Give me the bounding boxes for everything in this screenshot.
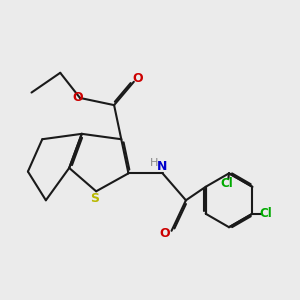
Text: O: O: [159, 227, 170, 240]
Text: Cl: Cl: [260, 207, 272, 220]
Text: O: O: [132, 72, 143, 86]
Text: H: H: [149, 158, 158, 168]
Text: N: N: [157, 160, 167, 173]
Text: Cl: Cl: [221, 177, 234, 190]
Text: O: O: [73, 92, 83, 104]
Text: S: S: [90, 192, 99, 205]
